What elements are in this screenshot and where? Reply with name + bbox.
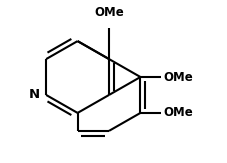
Text: OMe: OMe: [94, 6, 124, 19]
Text: N: N: [29, 89, 40, 102]
Text: OMe: OMe: [163, 106, 193, 119]
Text: OMe: OMe: [163, 71, 193, 83]
